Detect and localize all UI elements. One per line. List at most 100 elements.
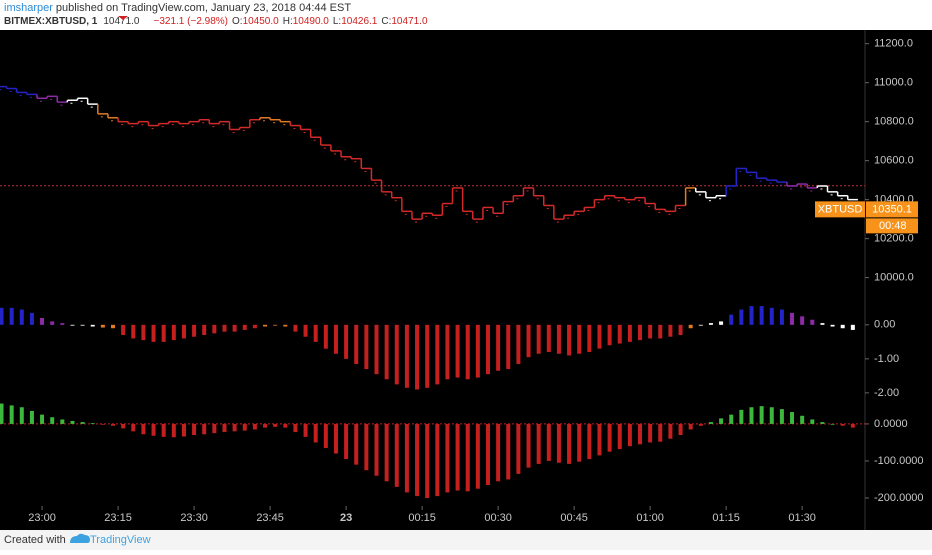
close-label: C: (381, 16, 391, 27)
histogram-bar (567, 423, 572, 464)
footer-created: Created with (4, 534, 66, 546)
histogram-bar (445, 423, 450, 493)
histogram-bar (475, 324, 480, 378)
histogram-bar (516, 324, 521, 364)
histogram-bar (263, 324, 268, 327)
histogram-bar (425, 324, 430, 388)
histogram-bar (161, 423, 166, 437)
histogram-bar (729, 314, 734, 325)
x-tick-label: 00:45 (560, 512, 588, 524)
histogram-bar (181, 423, 186, 437)
histogram-bar (810, 319, 815, 325)
histogram-bar (506, 423, 511, 480)
histogram-bar (151, 324, 156, 342)
histogram-bar (820, 422, 825, 424)
histogram-bar (810, 419, 815, 424)
histogram-bar (40, 318, 45, 325)
histogram-bar (455, 423, 460, 491)
histogram-bar (323, 423, 328, 448)
histogram-bar (19, 407, 24, 424)
x-tick-label: 01:15 (712, 512, 740, 524)
histogram-bar (485, 324, 490, 375)
histogram-bar (333, 324, 338, 354)
histogram-bar (141, 423, 146, 435)
histogram-bar (252, 423, 257, 430)
open: 10450.0 (243, 16, 280, 27)
histogram-bar (50, 417, 55, 424)
histogram-bar (202, 423, 207, 435)
histogram-bar (171, 324, 176, 341)
histogram-bar (100, 423, 105, 425)
histogram-bar (212, 324, 217, 334)
histogram-bar (222, 423, 227, 433)
histogram-bar (273, 423, 278, 427)
low: 10426.1 (341, 16, 378, 27)
symbol-tag-label: XBTUSD (818, 203, 863, 215)
histogram-bar (790, 412, 795, 424)
histogram-bar (597, 423, 602, 456)
histogram-bar (9, 405, 14, 424)
histogram-bar (70, 324, 75, 326)
histogram-bar (415, 324, 420, 390)
histogram-bar (131, 423, 136, 432)
histogram-bar (820, 323, 825, 325)
histogram-bar (719, 321, 724, 325)
histogram-bar (29, 312, 34, 325)
histogram-bar (830, 324, 835, 327)
histogram-bar (506, 324, 511, 370)
footer-brand[interactable]: TradingView (90, 534, 151, 546)
histogram-bar (111, 324, 116, 329)
histogram-bar (404, 324, 409, 388)
histogram-bar (830, 423, 835, 425)
histogram-bar (0, 403, 4, 424)
histogram-bar (688, 423, 693, 430)
histogram-bar (80, 324, 85, 326)
x-tick-label: 23:45 (256, 512, 284, 524)
last-price: 10471.0 (103, 16, 140, 27)
histogram-bar (790, 312, 795, 325)
histogram-bar (384, 324, 389, 380)
histogram-bar (141, 324, 146, 341)
histogram-bar (638, 324, 643, 341)
histogram-bar (293, 423, 298, 433)
histogram-bar (121, 324, 126, 336)
histogram-bar (769, 407, 774, 424)
histogram-bar (759, 306, 764, 325)
low-label: L: (333, 16, 341, 27)
histogram-bar (283, 423, 288, 428)
y-tick-label: 0.0000 (874, 418, 908, 430)
countdown-label: 00:48 (879, 220, 907, 232)
histogram-bar (313, 324, 318, 342)
histogram-bar (800, 415, 805, 424)
histogram-bar (668, 324, 673, 337)
histogram-bar (678, 324, 683, 336)
histogram-bar (100, 324, 105, 328)
histogram-bar (708, 323, 713, 325)
histogram-bar (648, 324, 653, 339)
histogram-bar (435, 423, 440, 497)
histogram-bar (729, 414, 734, 424)
histogram-bar (273, 324, 278, 326)
histogram-bar (597, 324, 602, 349)
author[interactable]: imsharper (4, 2, 53, 14)
footer-logo[interactable] (70, 533, 90, 543)
histogram-bar (587, 423, 592, 460)
y-tick-label: 10000.0 (874, 272, 914, 284)
histogram-bar (404, 423, 409, 493)
histogram-bar (627, 423, 632, 447)
histogram-bar (232, 423, 237, 432)
histogram-bar (364, 324, 369, 370)
histogram-bar (739, 409, 744, 424)
x-tick-label: 23 (340, 512, 352, 524)
histogram-bar (658, 324, 663, 339)
histogram-bar (90, 324, 95, 327)
histogram-bar (546, 324, 551, 353)
open-label: O: (232, 16, 243, 27)
published: published on TradingView.com, January 23… (56, 2, 351, 14)
close: 10471.0 (391, 16, 428, 27)
histogram-bar (617, 324, 622, 344)
histogram-bar (161, 324, 166, 342)
symbol-tag (815, 201, 865, 218)
histogram-bar (80, 422, 85, 424)
